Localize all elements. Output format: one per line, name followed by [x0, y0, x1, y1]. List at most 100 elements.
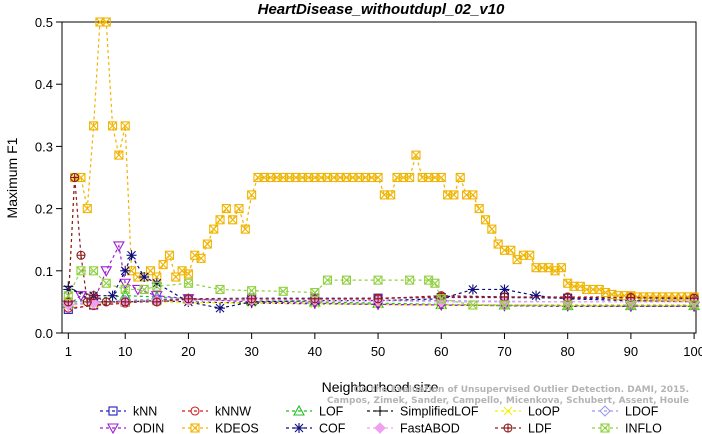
y-tick-label: 0.1 — [35, 264, 53, 279]
series-layer — [62, 17, 701, 314]
watermark-line-2: Campos, Zimek, Sander, Campello, Micenko… — [327, 396, 689, 406]
legend-label: ODIN — [133, 422, 164, 434]
data-point-kdeos — [468, 190, 478, 200]
data-point-kdeos — [455, 172, 465, 183]
data-point-kdeos — [525, 250, 535, 260]
data-point-ldf — [499, 292, 510, 302]
data-point-kdeos — [202, 239, 212, 249]
watermark-line-1: On the Evaluation of Unsupervised Outlie… — [354, 385, 689, 395]
legend-item-knnw: kNNW — [182, 405, 251, 419]
x-tick-label: 100 — [683, 344, 702, 359]
data-point-kdeos — [373, 172, 383, 183]
data-point-inflo — [89, 266, 99, 276]
data-point-kdeos — [89, 121, 99, 131]
data-point-ldf — [89, 291, 99, 301]
data-point-cof — [107, 290, 118, 301]
legend-marker-fastabod — [374, 422, 386, 434]
x-tick-label: 20 — [181, 344, 195, 359]
legend-label: KDEOS — [215, 422, 259, 434]
data-point-ldf — [76, 250, 86, 260]
legend-marker-simplifiedlof — [375, 406, 385, 416]
data-point-kdeos — [449, 190, 459, 200]
data-point-kdeos — [228, 215, 238, 225]
data-point-kdeos — [82, 204, 92, 214]
data-point-inflo — [430, 278, 440, 288]
data-point-kdeos — [474, 204, 484, 214]
data-point-inflo — [499, 300, 510, 310]
data-point-ldf — [120, 297, 130, 307]
x-axis-label: Neighborhood size — [322, 379, 439, 395]
data-point-kdeos — [247, 190, 257, 200]
data-point-odin — [112, 241, 125, 253]
x-tick-label: 50 — [371, 344, 385, 359]
x-tick-label: 70 — [497, 344, 511, 359]
legend-item-inflo: INFLO — [592, 422, 662, 434]
legend-marker-knn — [108, 406, 118, 416]
data-point-kdeos — [164, 250, 175, 260]
legend-label: kNNW — [215, 405, 251, 419]
data-point-kdeos — [183, 269, 193, 279]
data-point-cof — [215, 303, 226, 314]
x-tick-label: 40 — [308, 344, 322, 359]
data-point-kdeos — [556, 263, 566, 273]
data-point-odin — [75, 291, 87, 302]
series-line-inflo — [67, 270, 695, 306]
data-point-cof — [467, 284, 478, 295]
data-point-ldf — [563, 292, 573, 303]
series-line-kdeos — [67, 21, 695, 302]
data-point-inflo — [436, 294, 446, 304]
legend-item-cof: COF — [286, 422, 346, 434]
data-point-inflo — [76, 266, 86, 276]
legend-label: LoOP — [528, 405, 560, 419]
data-point-inflo — [322, 275, 333, 285]
data-point-ldf — [152, 297, 162, 307]
data-point-kdeos — [234, 204, 244, 214]
chart-title: HeartDisease_withoutdupl_02_v10 — [258, 1, 505, 18]
legend-label: INFLO — [625, 422, 662, 434]
data-point-inflo — [278, 286, 288, 296]
legend-item-odin: ODIN — [100, 422, 164, 434]
x-tick-label: 80 — [560, 344, 574, 359]
data-point-ldf — [70, 172, 80, 183]
legend-label: SimplifiedLOF — [400, 405, 479, 419]
watermark: On the Evaluation of Unsupervised Outlie… — [327, 385, 689, 406]
data-point-inflo — [152, 281, 162, 291]
data-point-odin — [150, 291, 163, 302]
data-point-kdeos — [487, 224, 497, 234]
legend-label: LDF — [528, 422, 552, 434]
data-point-inflo — [215, 284, 225, 295]
data-point-kdeos — [506, 245, 516, 255]
series-inflo — [63, 266, 699, 310]
legend-item-fastabod: FastABOD — [367, 422, 460, 434]
y-tick-label: 0.4 — [35, 77, 53, 92]
data-point-inflo — [341, 275, 351, 285]
series-kdeos — [63, 17, 699, 307]
data-point-inflo — [63, 291, 73, 301]
data-point-ldf — [247, 294, 257, 304]
data-point-kdeos — [196, 253, 206, 263]
data-point-inflo — [468, 300, 478, 310]
legend-label: kNN — [133, 405, 157, 419]
legend-marker-odin — [107, 423, 119, 434]
data-point-kdeos — [386, 190, 396, 200]
x-tick-label: 60 — [434, 344, 448, 359]
data-point-cof — [531, 290, 542, 301]
x-axis: 1 10 20 30 40 50 60 70 80 90 100 — [65, 333, 702, 359]
legend-label: COF — [319, 422, 346, 434]
legend-marker-cof — [294, 423, 304, 433]
legend-label: LOF — [319, 405, 344, 419]
legend-item-ldf: LDF — [495, 422, 552, 434]
data-point-kdeos — [240, 224, 250, 234]
data-point-cof — [126, 250, 137, 261]
data-point-cof — [139, 272, 150, 283]
data-point-kdeos — [215, 215, 225, 225]
legend-marker-loop — [503, 406, 513, 416]
data-point-inflo — [101, 278, 111, 288]
legend-marker-kdeos — [190, 423, 200, 433]
data-point-inflo — [373, 275, 383, 285]
data-point-fastabod — [498, 296, 511, 308]
x-tick-label: 90 — [624, 344, 638, 359]
legend-item-knn: kNN — [100, 405, 157, 419]
data-point-ldf — [82, 297, 92, 307]
